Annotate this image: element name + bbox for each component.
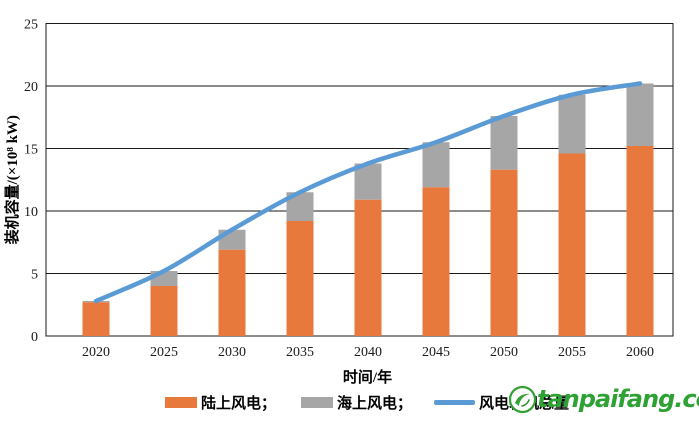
y-tick-label-5: 5 xyxy=(31,268,38,283)
legend-item-offshore-wind: 海上风电； xyxy=(301,393,413,412)
watermark-text: tanpaifang.com xyxy=(537,385,699,413)
onshore-wind-swatch xyxy=(165,396,197,408)
offshore-wind-swatch xyxy=(301,396,333,408)
x-tick-label-2020: 2020 xyxy=(82,345,110,360)
x-tick-label-2045: 2045 xyxy=(422,345,450,360)
legend-label-offshore-wind: 海上风电； xyxy=(337,395,413,412)
y-tick-label-15: 15 xyxy=(24,143,38,158)
bar-onshore-2035 xyxy=(286,221,314,336)
total-capacity-line-swatch xyxy=(434,399,475,405)
bar-offshore-2050 xyxy=(490,116,518,170)
y-tick-label-25: 25 xyxy=(24,18,38,33)
bar-onshore-2050 xyxy=(490,169,518,336)
bar-onshore-2020 xyxy=(82,302,110,336)
legend-item-onshore-wind: 陆上风电； xyxy=(165,393,277,412)
x-tick-label-2050: 2050 xyxy=(490,345,518,360)
legend-label-onshore-wind: 陆上风电； xyxy=(201,395,277,412)
tanpaifang-logo-icon xyxy=(509,385,536,413)
bar-onshore-2060 xyxy=(626,146,654,336)
bar-onshore-2025 xyxy=(150,286,178,336)
watermark: tanpaifang.com xyxy=(509,385,699,413)
bar-offshore-2055 xyxy=(558,94,586,154)
total-capacity-line xyxy=(93,81,643,304)
y-axis-title: 装机容量/(×10⁸ kW) xyxy=(3,115,21,245)
y-tick-label-20: 20 xyxy=(24,80,38,95)
y-tick-label-0: 0 xyxy=(31,330,38,345)
bar-offshore-2060 xyxy=(626,83,654,146)
bar-onshore-2040 xyxy=(354,199,382,336)
y-tick-label-10: 10 xyxy=(24,205,38,220)
bar-onshore-2030 xyxy=(218,249,246,336)
bar-offshore-2040 xyxy=(354,163,382,200)
x-tick-label-2030: 2030 xyxy=(218,345,246,360)
bar-onshore-2055 xyxy=(558,153,586,336)
bar-onshore-2045 xyxy=(422,187,450,336)
x-tick-label-2060: 2060 xyxy=(626,345,654,360)
bar-offshore-2030 xyxy=(218,229,246,250)
x-tick-label-2035: 2035 xyxy=(286,345,314,360)
x-tick-label-2055: 2055 xyxy=(558,345,586,360)
bar-offshore-2045 xyxy=(422,142,450,188)
x-axis-title: 时间/年 xyxy=(343,368,392,386)
x-tick-label-2040: 2040 xyxy=(354,345,382,360)
x-tick-label-2025: 2025 xyxy=(150,345,178,360)
